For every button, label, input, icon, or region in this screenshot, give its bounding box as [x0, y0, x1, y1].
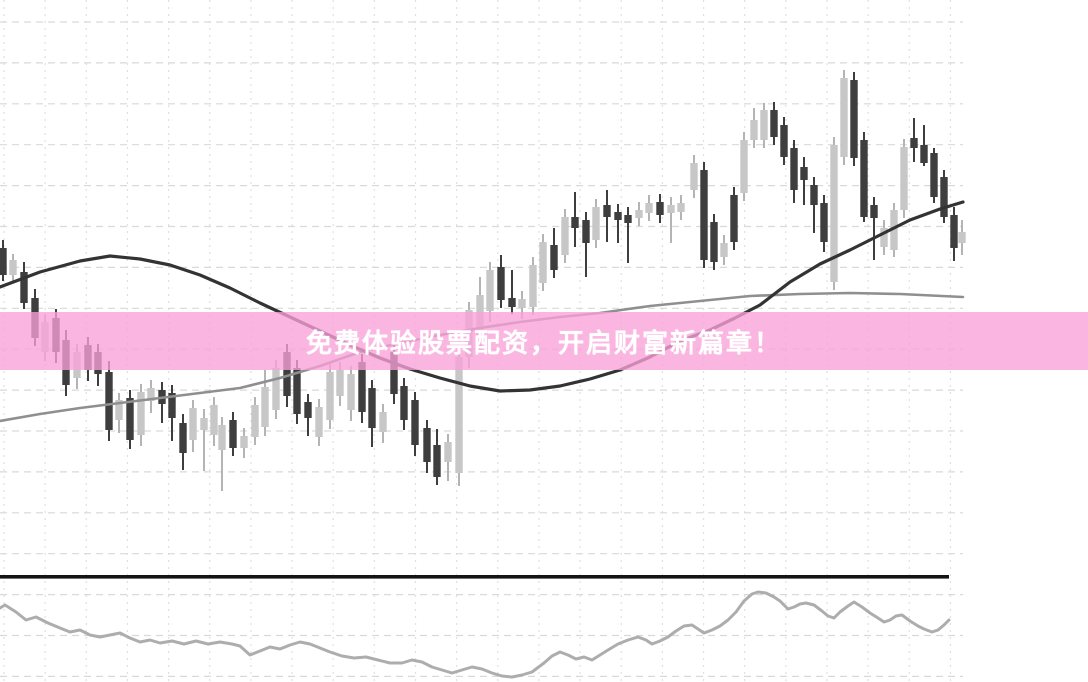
promo-banner[interactable]: 免费体验股票配资，开启财富新篇章！	[0, 312, 1088, 370]
promo-banner-text: 免费体验股票配资，开启财富新篇章！	[305, 327, 782, 358]
ma-dark-line	[0, 200, 965, 393]
candles	[0, 70, 966, 491]
indicator-line	[0, 590, 951, 679]
panel-separator	[0, 575, 949, 579]
